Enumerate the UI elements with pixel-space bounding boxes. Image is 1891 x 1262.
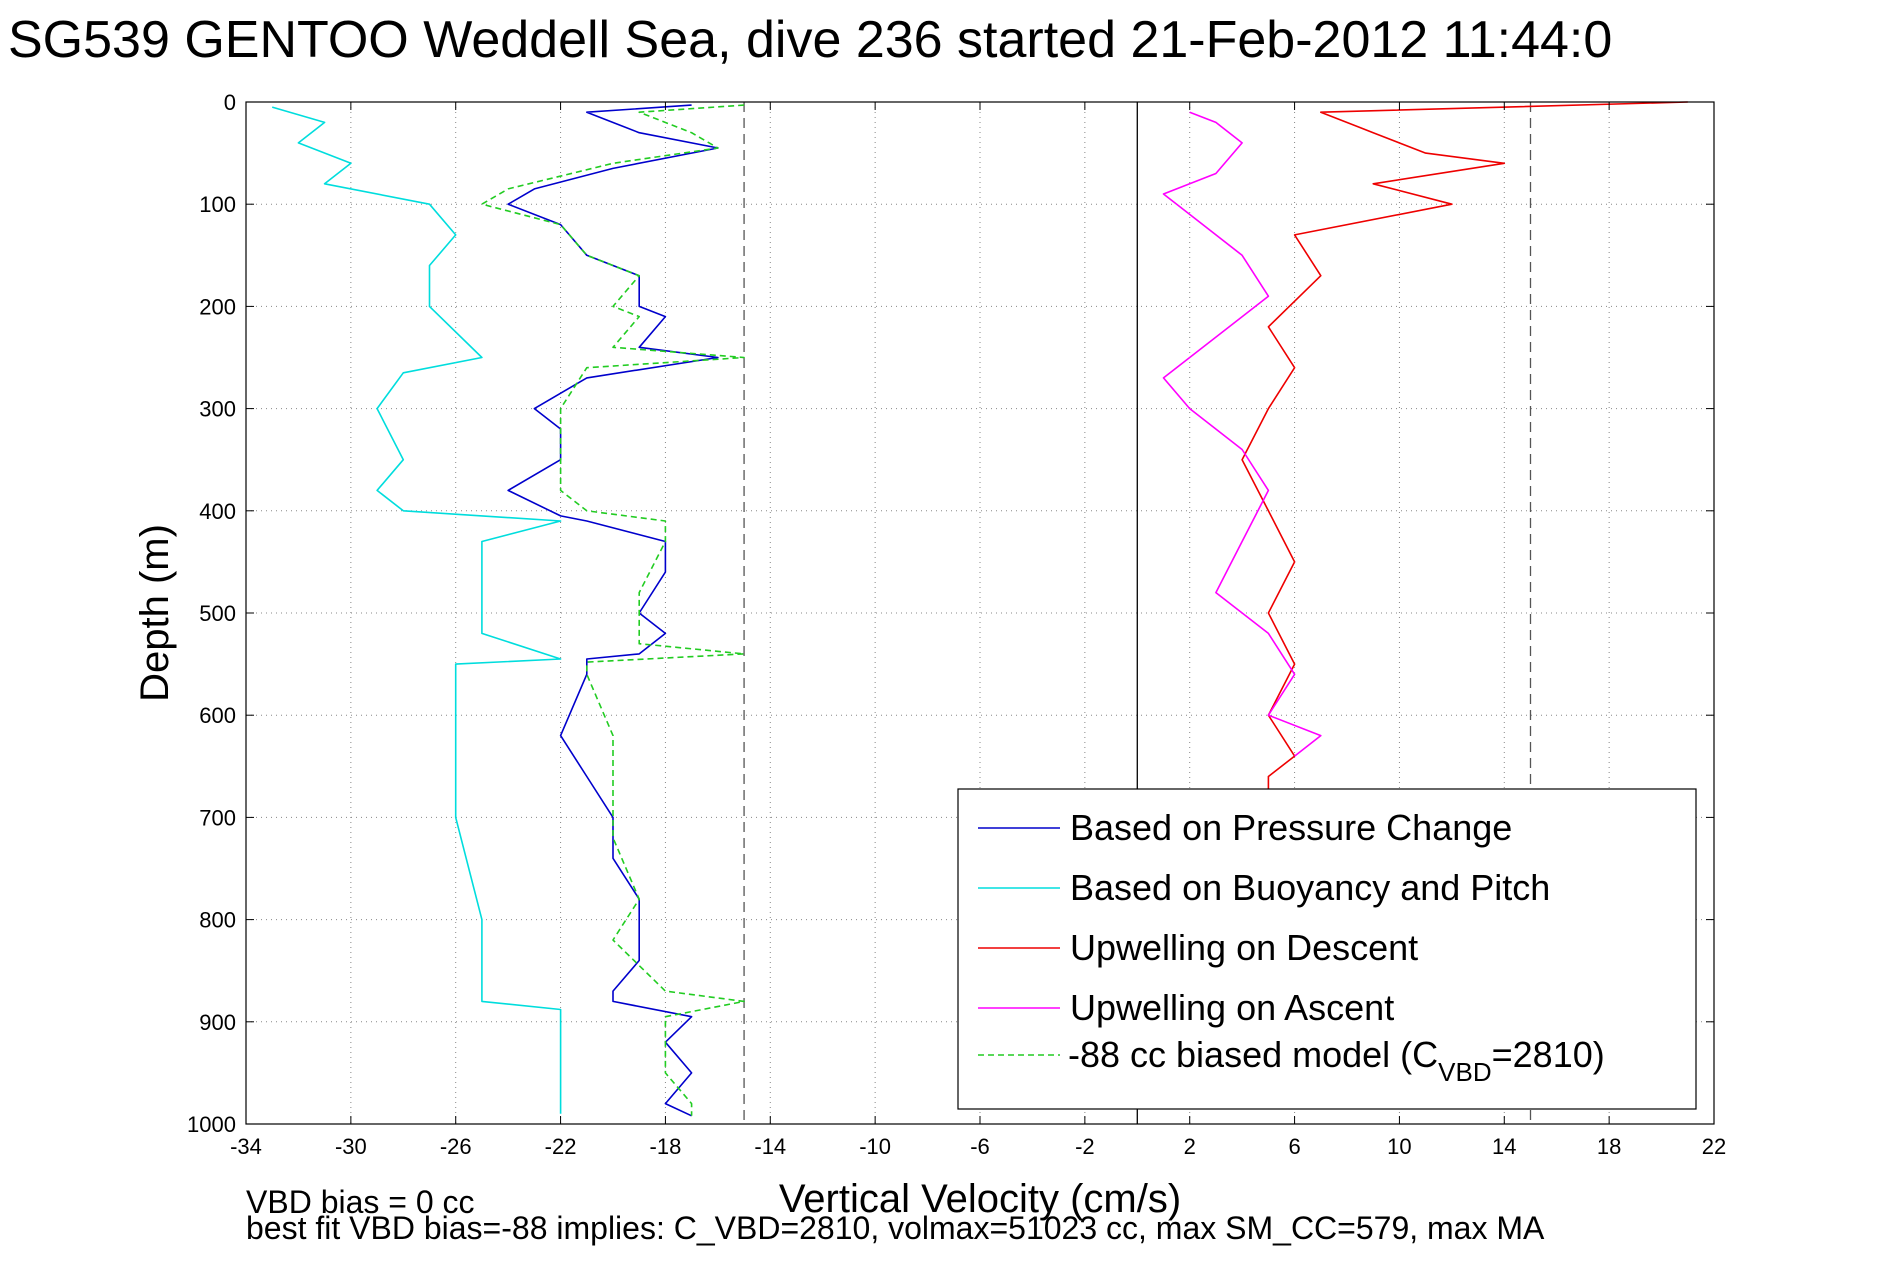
y-tick-label: 500 (199, 601, 236, 626)
x-tick-label: -26 (440, 1134, 472, 1159)
series-line-4 (1162, 111, 1322, 757)
legend-label-5-subscript: VBD (1438, 1057, 1491, 1087)
legend-label-3: Upwelling on Descent (1070, 927, 1418, 968)
y-tick-label: 800 (199, 908, 236, 933)
legend-label-1: Based on Pressure Change (1070, 807, 1512, 848)
y-tick-label: 1000 (187, 1112, 236, 1137)
x-tick-label: 18 (1597, 1134, 1621, 1159)
y-tick-label: 600 (199, 703, 236, 728)
y-tick-label: 400 (199, 499, 236, 524)
series-line-1 (507, 104, 719, 1117)
best-fit-note: best fit VBD bias=-88 implies: C_VBD=281… (246, 1210, 1545, 1246)
series-line-2 (271, 106, 562, 1114)
x-tick-label: -6 (970, 1134, 990, 1159)
x-tick-label: -18 (650, 1134, 682, 1159)
y-axis-label: Depth (m) (133, 524, 177, 702)
chart-title: SG539 GENTOO Weddell Sea, dive 236 start… (8, 11, 1613, 69)
y-tick-label: 900 (199, 1010, 236, 1035)
x-tick-label: 14 (1492, 1134, 1516, 1159)
x-tick-label: -30 (335, 1134, 367, 1159)
x-tick-label: 2 (1184, 1134, 1196, 1159)
x-tick-label: 10 (1387, 1134, 1411, 1159)
legend-label-5-suffix: =2810) (1492, 1034, 1605, 1075)
x-tick-label: -34 (230, 1134, 262, 1159)
x-tick-label: 6 (1288, 1134, 1300, 1159)
legend: Based on Pressure Change Based on Buoyanc… (957, 788, 1697, 1110)
x-tick-label: 22 (1702, 1134, 1726, 1159)
x-tick-label: -10 (859, 1134, 891, 1159)
legend-label-5-prefix: -88 cc biased model (C (1068, 1034, 1438, 1075)
legend-label-5: -88 cc biased model (CVBD=2810) (1068, 1034, 1605, 1087)
legend-box (957, 788, 1697, 1110)
legend-label-2: Based on Buoyancy and Pitch (1070, 867, 1550, 908)
axis-ticks: -34 -30 -26 -22 -18 -14 -10 -6 -2 2 6 10 14 18 2201002… (187, 90, 1726, 1159)
series-line-5 (481, 104, 745, 1116)
series-line-3 (1241, 101, 1688, 797)
series-lines (271, 101, 1688, 1117)
y-tick-label: 200 (199, 294, 236, 319)
legend-label-4: Upwelling on Ascent (1070, 987, 1394, 1028)
x-tick-label: -22 (545, 1134, 577, 1159)
y-tick-label: 0 (224, 90, 236, 115)
vbd-bias-note: VBD bias = 0 cc (246, 1184, 475, 1220)
grid (245, 101, 1715, 1125)
y-tick-label: 300 (199, 397, 236, 422)
y-tick-label: 100 (199, 192, 236, 217)
x-axis-label: Vertical Velocity (cm/s) (779, 1177, 1181, 1221)
x-tick-label: -14 (754, 1134, 786, 1159)
x-tick-label: -2 (1075, 1134, 1095, 1159)
y-tick-label: 700 (199, 805, 236, 830)
